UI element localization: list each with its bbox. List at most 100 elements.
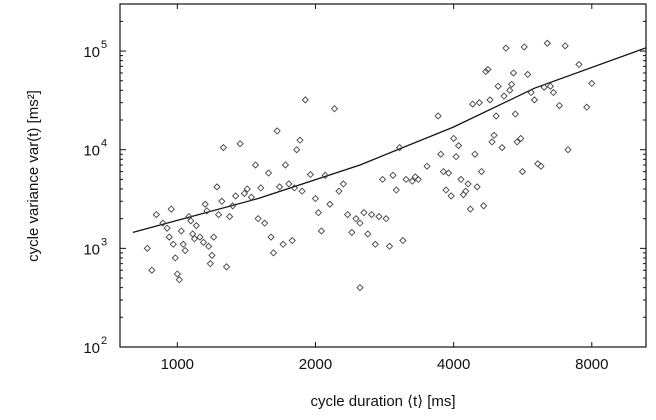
data-point (549, 88, 558, 97)
data-point (367, 210, 376, 219)
data-point (196, 233, 204, 241)
data-point (163, 224, 171, 232)
y-axis-label: cycle variance var(t) [ms²] (25, 90, 42, 262)
data-point (423, 162, 431, 170)
data-point (261, 219, 269, 227)
y-tick-exponent: 4 (101, 138, 107, 150)
data-point (343, 210, 352, 219)
data-point (264, 169, 273, 177)
data-point (498, 143, 506, 152)
data-point (439, 167, 448, 176)
data-point (457, 175, 465, 184)
data-point (360, 209, 368, 217)
data-point (378, 175, 387, 184)
data-point (167, 205, 175, 213)
data-point (385, 242, 394, 250)
data-point (375, 212, 383, 221)
data-point (321, 171, 329, 179)
data-point (477, 167, 486, 176)
data-point (236, 140, 244, 148)
data-point (575, 60, 583, 69)
data-point (240, 189, 249, 198)
x-tick-label: 1000 (161, 356, 194, 373)
fit-line (132, 47, 647, 234)
y-tick-label: 10 (83, 241, 100, 258)
data-point (330, 105, 339, 113)
data-point (537, 162, 545, 170)
data-point (520, 43, 528, 51)
data-point (502, 44, 510, 52)
data-point (326, 200, 334, 208)
data-point (201, 200, 209, 208)
y-tick-label: 10 (83, 44, 100, 61)
data-point (192, 221, 200, 230)
data-point (454, 141, 463, 150)
data-point (466, 205, 475, 213)
data-point (175, 276, 183, 284)
data-point (251, 161, 260, 169)
y-tick-label: 10 (83, 143, 100, 160)
data-point (408, 177, 416, 185)
x-tick-label: 8000 (575, 356, 608, 373)
data-point (482, 67, 490, 76)
y-tick-exponent: 3 (101, 236, 107, 248)
data-point (314, 209, 323, 217)
data-point (269, 249, 278, 257)
data-point (273, 127, 281, 135)
data-point (583, 103, 591, 111)
data-point (219, 143, 228, 152)
data-point (275, 183, 284, 191)
data-point (225, 212, 234, 221)
data-point (229, 202, 237, 210)
data-point (199, 238, 208, 247)
data-point (356, 283, 364, 292)
fit-line-layer (132, 47, 647, 234)
data-point (335, 187, 343, 195)
data-point (213, 183, 221, 191)
data-point (555, 101, 564, 110)
data-point (414, 175, 422, 184)
data-point (530, 96, 539, 104)
data-point (447, 192, 455, 200)
y-tick-exponent: 5 (101, 39, 107, 51)
data-point (306, 170, 315, 179)
data-point (171, 254, 179, 262)
data-point (243, 185, 251, 193)
data-point (288, 236, 296, 245)
data-point (210, 233, 218, 241)
data-point (507, 80, 516, 88)
data-point (524, 70, 532, 79)
data-point (179, 240, 187, 248)
data-point (442, 186, 450, 194)
data-point (462, 187, 470, 195)
x-tick-label: 2000 (299, 356, 332, 373)
data-point (173, 270, 181, 278)
data-point (392, 186, 400, 194)
data-point (203, 207, 211, 215)
data-point (395, 143, 404, 152)
data-point (561, 42, 569, 50)
data-point (480, 202, 488, 210)
data-point (356, 219, 364, 227)
x-tick-label: 4000 (437, 356, 470, 373)
data-point (475, 99, 483, 107)
data-point (517, 134, 525, 143)
points-layer (143, 39, 596, 292)
data-point (317, 227, 326, 235)
data-point (511, 110, 519, 118)
data-point (364, 230, 372, 238)
data-point (311, 194, 320, 203)
data-point (437, 150, 445, 158)
data-point (159, 219, 167, 227)
data-point (152, 210, 160, 219)
data-point (459, 191, 468, 199)
data-point (371, 240, 379, 248)
data-point (527, 88, 535, 97)
data-point (486, 96, 494, 104)
data-point (232, 192, 240, 200)
data-point (513, 138, 521, 146)
plot-frame (119, 3, 647, 348)
data-point (339, 180, 347, 188)
data-point (543, 39, 551, 47)
